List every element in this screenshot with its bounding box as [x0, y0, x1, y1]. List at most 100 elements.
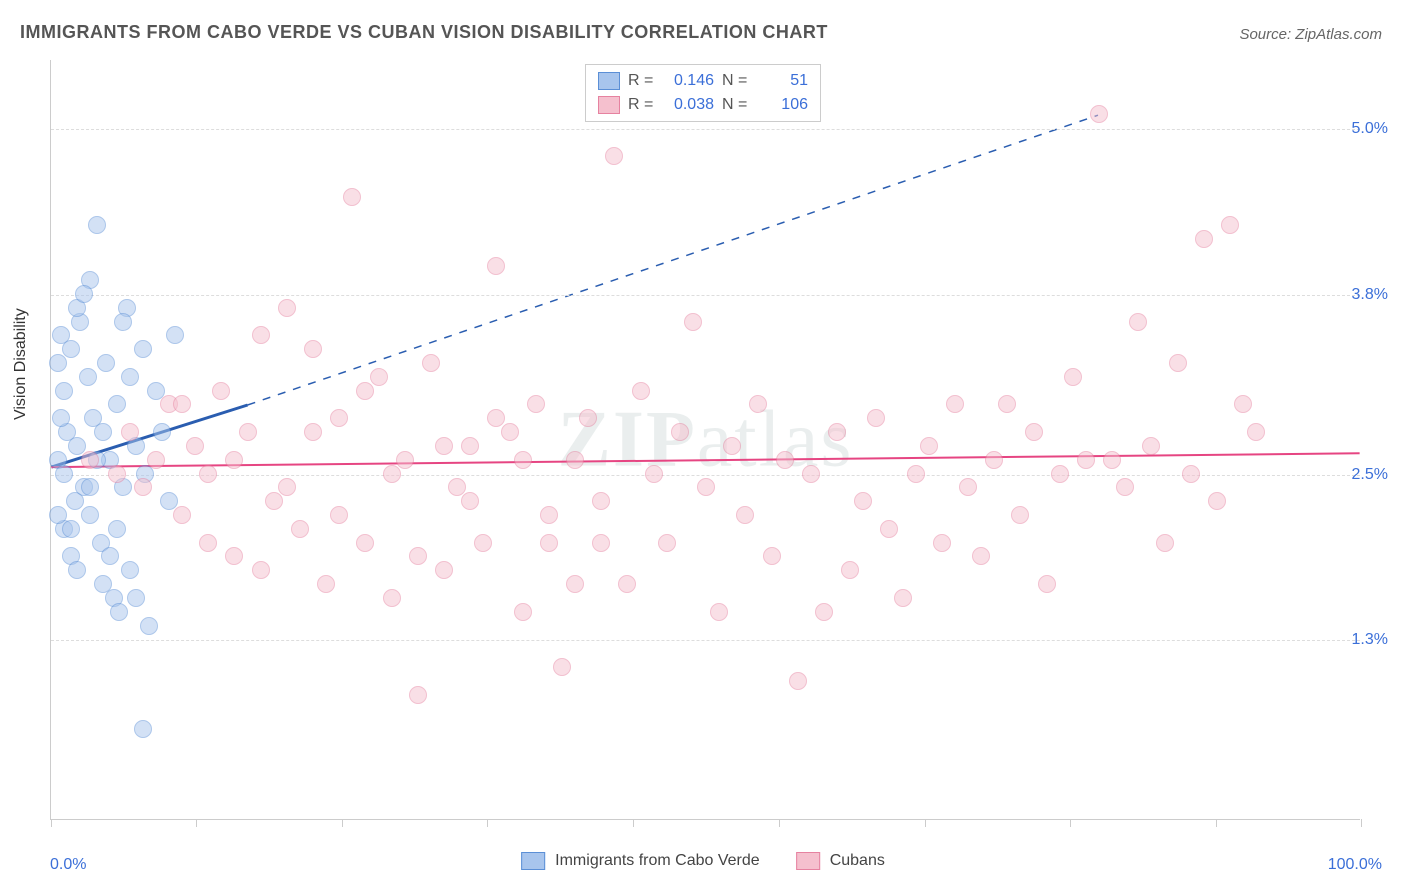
data-point: [173, 395, 191, 413]
plot-area: ZIPatlas: [50, 60, 1360, 820]
data-point: [592, 492, 610, 510]
data-point: [88, 216, 106, 234]
x-tick: [925, 819, 926, 827]
correlation-legend: R =0.146N =51R =0.038N =106: [585, 64, 821, 122]
data-point: [1103, 451, 1121, 469]
r-value: 0.038: [664, 93, 714, 117]
data-point: [114, 313, 132, 331]
data-point: [1195, 230, 1213, 248]
r-value: 0.146: [664, 69, 714, 93]
data-point: [396, 451, 414, 469]
data-point: [1025, 423, 1043, 441]
data-point: [225, 547, 243, 565]
gridline: [51, 295, 1360, 296]
data-point: [946, 395, 964, 413]
legend-swatch: [598, 96, 620, 114]
data-point: [317, 575, 335, 593]
data-point: [540, 506, 558, 524]
data-point: [553, 658, 571, 676]
data-point: [121, 561, 139, 579]
data-point: [422, 354, 440, 372]
data-point: [108, 395, 126, 413]
legend-row: R =0.146N =51: [598, 69, 808, 93]
data-point: [252, 561, 270, 579]
data-point: [985, 451, 1003, 469]
data-point: [1038, 575, 1056, 593]
x-axis-min-label: 0.0%: [50, 856, 86, 874]
data-point: [55, 465, 73, 483]
legend-row: R =0.038N =106: [598, 93, 808, 117]
data-point: [134, 340, 152, 358]
data-point: [487, 257, 505, 275]
data-point: [1090, 105, 1108, 123]
legend-label: Cubans: [830, 852, 885, 870]
gridline: [51, 475, 1360, 476]
legend-swatch: [521, 852, 545, 870]
data-point: [854, 492, 872, 510]
x-tick: [196, 819, 197, 827]
data-point: [802, 465, 820, 483]
data-point: [278, 299, 296, 317]
data-point: [49, 354, 67, 372]
data-point: [121, 368, 139, 386]
data-point: [566, 575, 584, 593]
source-attribution: Source: ZipAtlas.com: [1239, 26, 1382, 43]
x-tick: [1216, 819, 1217, 827]
data-point: [474, 534, 492, 552]
data-point: [435, 437, 453, 455]
data-point: [383, 465, 401, 483]
data-point: [828, 423, 846, 441]
data-point: [49, 506, 67, 524]
data-point: [501, 423, 519, 441]
data-point: [94, 423, 112, 441]
data-point: [566, 451, 584, 469]
data-point: [579, 409, 597, 427]
data-point: [697, 478, 715, 496]
data-point: [199, 534, 217, 552]
data-point: [212, 382, 230, 400]
data-point: [166, 326, 184, 344]
data-point: [487, 409, 505, 427]
y-tick-label: 3.8%: [1352, 286, 1388, 304]
n-label: N =: [722, 93, 750, 117]
y-tick-label: 2.5%: [1352, 466, 1388, 484]
data-point: [265, 492, 283, 510]
data-point: [121, 423, 139, 441]
legend-label: Immigrants from Cabo Verde: [555, 852, 760, 870]
data-point: [252, 326, 270, 344]
data-point: [1169, 354, 1187, 372]
data-point: [330, 506, 348, 524]
x-tick: [487, 819, 488, 827]
data-point: [1247, 423, 1265, 441]
data-point: [933, 534, 951, 552]
data-point: [1234, 395, 1252, 413]
data-point: [540, 534, 558, 552]
legend-item: Immigrants from Cabo Verde: [521, 852, 760, 870]
data-point: [330, 409, 348, 427]
data-point: [75, 285, 93, 303]
data-point: [1182, 465, 1200, 483]
data-point: [1208, 492, 1226, 510]
data-point: [645, 465, 663, 483]
data-point: [920, 437, 938, 455]
r-label: R =: [628, 69, 656, 93]
data-point: [134, 478, 152, 496]
data-point: [1156, 534, 1174, 552]
data-point: [370, 368, 388, 386]
data-point: [81, 478, 99, 496]
data-point: [959, 478, 977, 496]
data-point: [62, 520, 80, 538]
data-point: [514, 603, 532, 621]
gridline: [51, 640, 1360, 641]
y-axis-label: Vision Disability: [12, 308, 30, 420]
data-point: [409, 547, 427, 565]
data-point: [776, 451, 794, 469]
data-point: [55, 382, 73, 400]
data-point: [140, 617, 158, 635]
data-point: [239, 423, 257, 441]
data-point: [461, 437, 479, 455]
data-point: [291, 520, 309, 538]
data-point: [81, 506, 99, 524]
data-point: [1077, 451, 1095, 469]
data-point: [1129, 313, 1147, 331]
